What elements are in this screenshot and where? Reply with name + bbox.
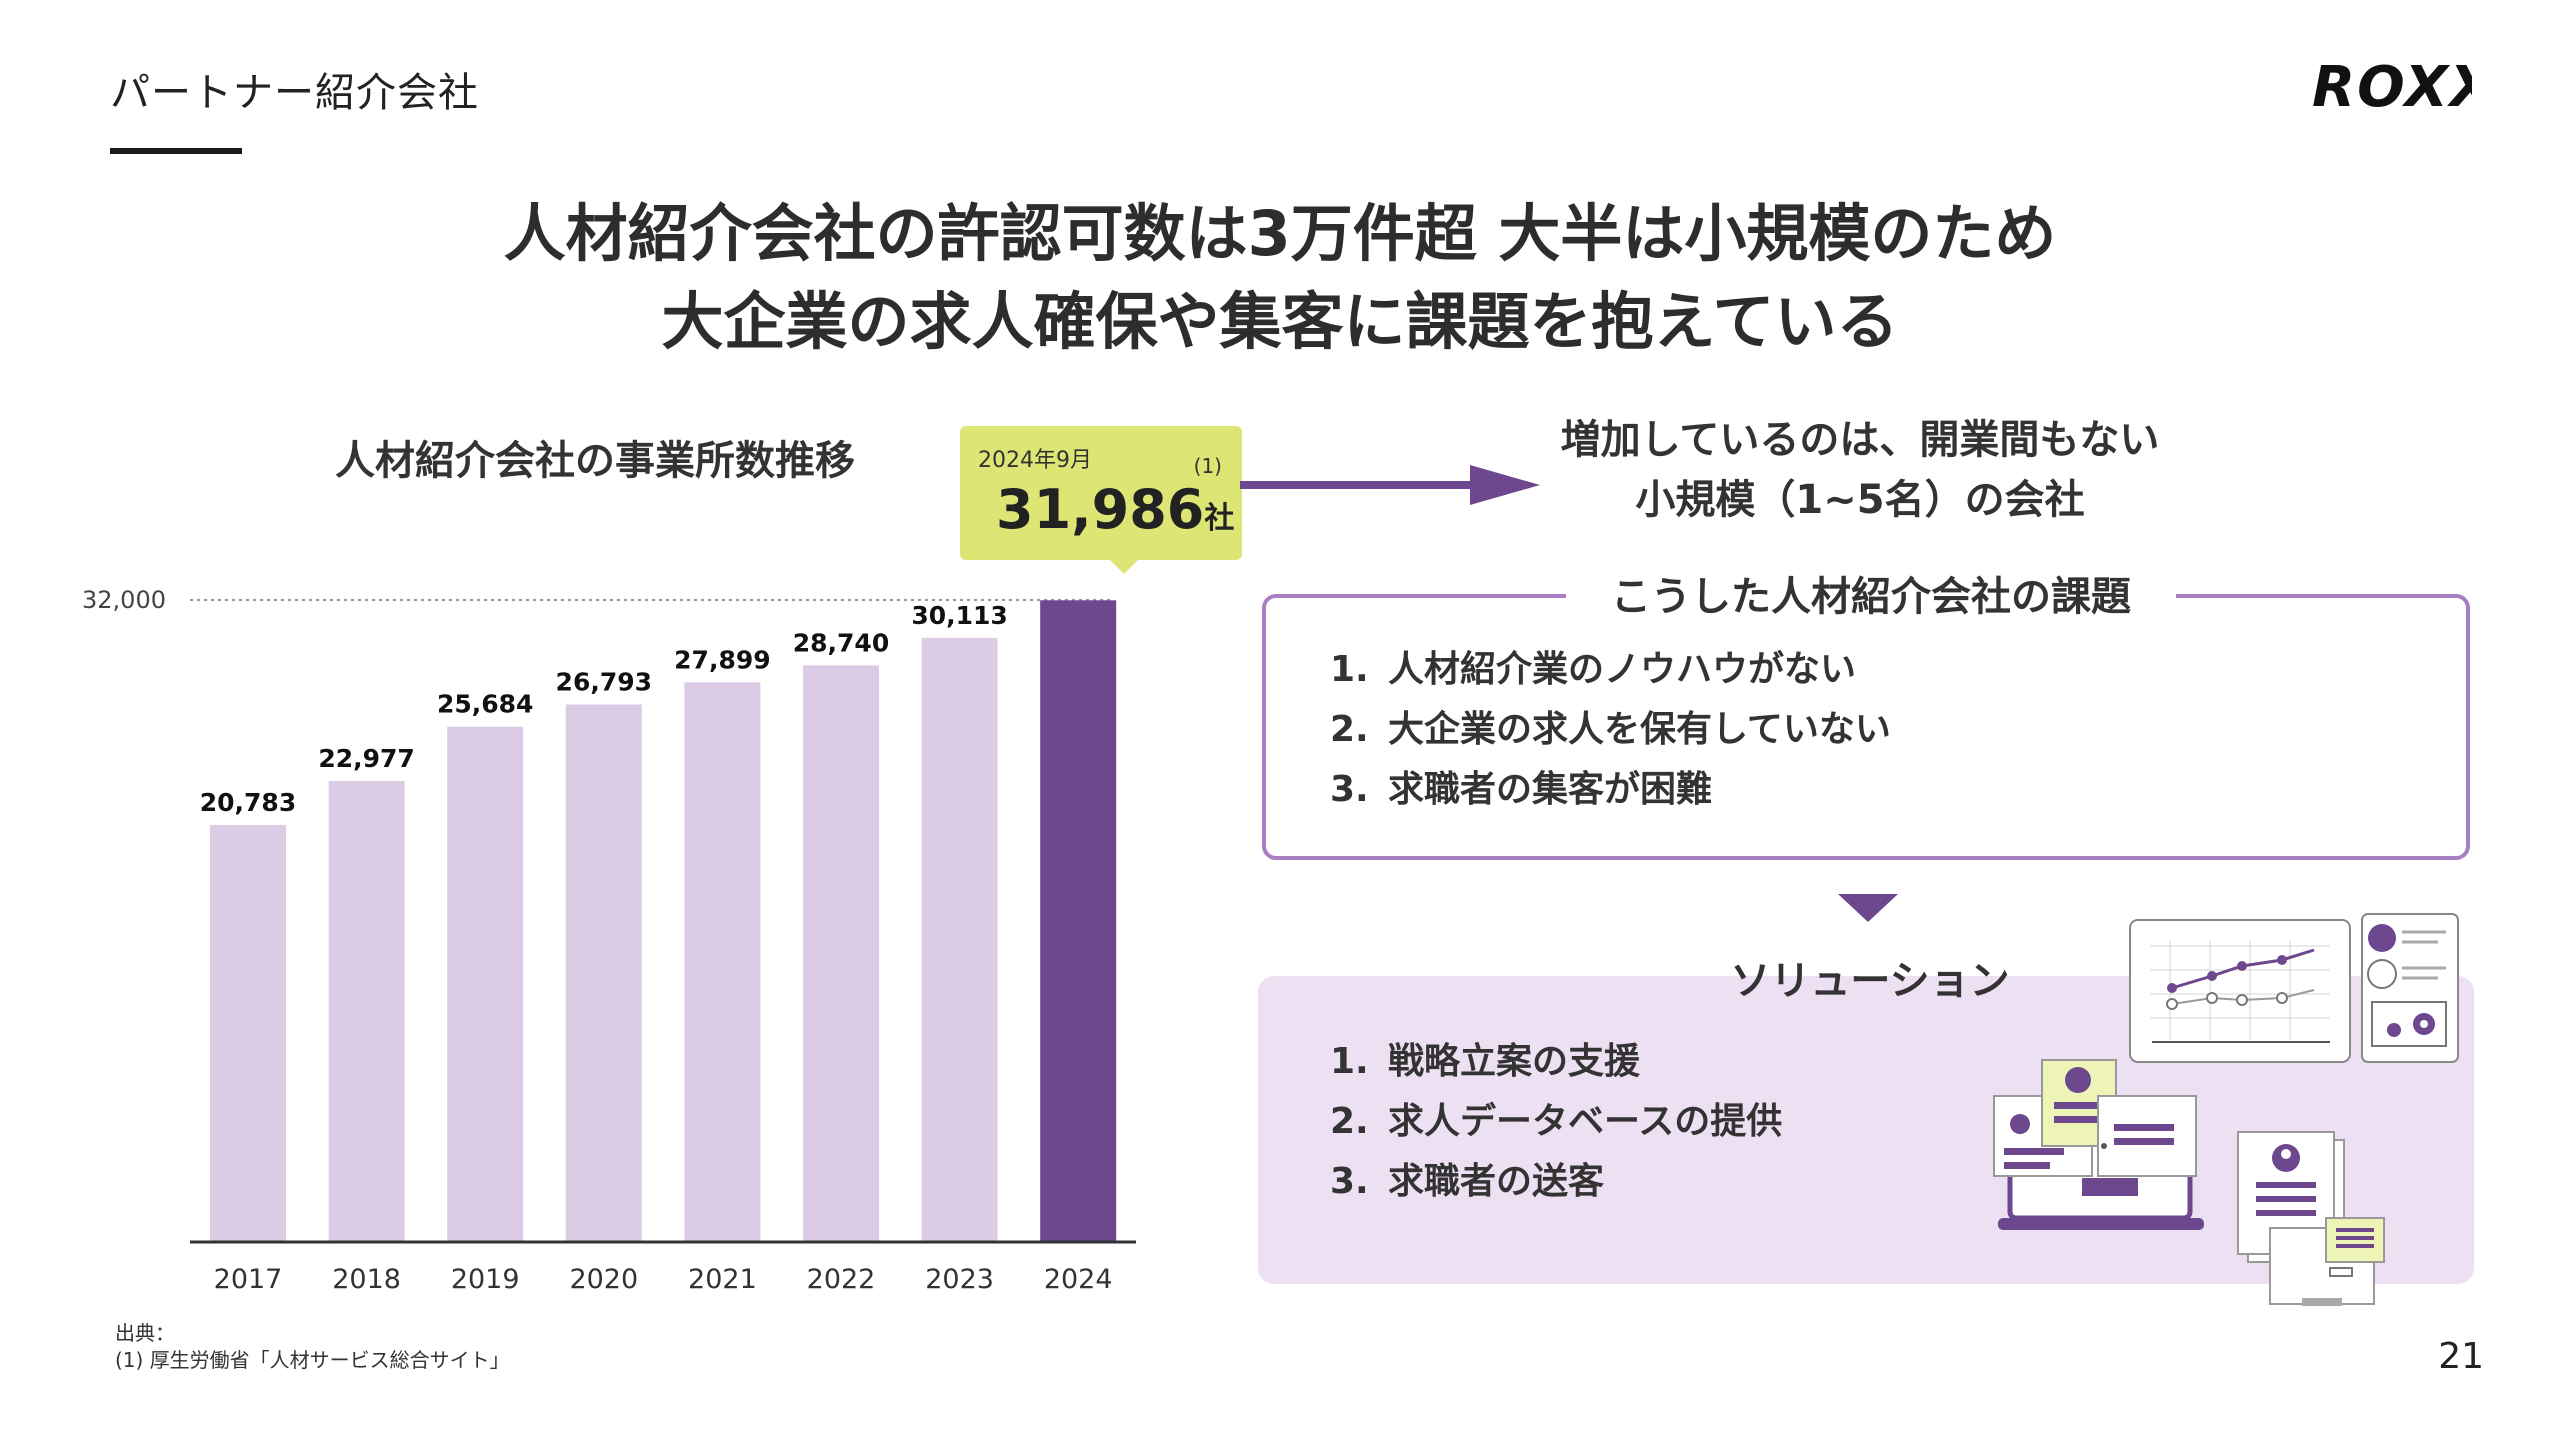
- dashboard-illustration: [1993, 913, 2459, 1306]
- callout-footnote: (1): [1193, 454, 1222, 478]
- bar: [565, 704, 642, 1242]
- source-note: 出典： (1) 厚生労働省「人材サービス総合サイト」: [115, 1320, 510, 1374]
- source-label: 出典：: [115, 1321, 175, 1345]
- callout-box: 2024年9月 (1) 31,986社: [960, 426, 1242, 560]
- issue-number: 3.: [1330, 769, 1369, 810]
- bar-value-label: 28,740: [793, 628, 889, 657]
- increase-note-line-2: 小規模（1~5名）の会社: [1635, 477, 2085, 523]
- right-arrow-icon: [1240, 465, 1540, 505]
- increase-note-line-1: 増加しているのは、開業間もない: [1560, 417, 2160, 463]
- solution-item: 1. 戦略立案の支援: [1330, 1032, 1782, 1092]
- solution-item: 2. 求人データベースの提供: [1330, 1092, 1782, 1152]
- bar-value-label: 25,684: [437, 690, 533, 719]
- x-tick-label: 2022: [807, 1264, 876, 1295]
- laptop-illustration: [1993, 1059, 2204, 1230]
- profile-document-icon: [2237, 1131, 2385, 1306]
- down-triangle-icon: [1838, 894, 1898, 922]
- x-tick-label: 2018: [332, 1264, 401, 1295]
- x-tick-label: 2024: [1044, 1264, 1113, 1295]
- solution-list: 1. 戦略立案の支援 2. 求人データベースの提供 3. 求職者の送客: [1330, 1032, 1782, 1212]
- bar-chart: 32,000 20,783 2017 22,977 2018 25,684 2019 26,7…: [82, 586, 1136, 1295]
- headline: 人材紹介会社の許認可数は3万件超 大半は小規模のため 大企業の求人確保や集客に課…: [0, 190, 2560, 366]
- x-tick-label: 2017: [214, 1264, 283, 1295]
- callout-pointer: [1110, 560, 1138, 574]
- solution-item: 3. 求職者の送客: [1330, 1152, 1782, 1212]
- solution-number: 1.: [1330, 1041, 1369, 1082]
- bar-value-label: 26,793: [556, 667, 652, 696]
- x-tick-label: 2023: [925, 1264, 994, 1295]
- bar: [328, 781, 405, 1242]
- issue-item: 1. 人材紹介業のノウハウがない: [1330, 640, 1891, 700]
- issue-text: 求職者の集客が困難: [1388, 769, 1713, 810]
- x-tick-label: 2021: [688, 1264, 757, 1295]
- callout-value-wrap: 31,986社: [996, 478, 1234, 541]
- x-tick-label: 2020: [569, 1264, 638, 1295]
- settings-card-icon: [2361, 913, 2459, 1063]
- headline-line-1: 人材紹介会社の許認可数は3万件超 大半は小規模のため: [503, 197, 2057, 270]
- roxx-logo: ROXX: [2312, 55, 2472, 118]
- issue-item: 2. 大企業の求人を保有していない: [1330, 700, 1891, 760]
- callout-unit: 社: [1204, 501, 1235, 536]
- logo-text: ROXX: [2312, 55, 2472, 118]
- bar-value-label: 30,113: [911, 601, 1007, 630]
- increase-note: 増加しているのは、開業間もない 小規模（1~5名）の会社: [1460, 410, 2260, 530]
- bar-value-label: 22,977: [318, 744, 414, 773]
- solution-text: 求人データベースの提供: [1388, 1101, 1783, 1142]
- solution-text: 戦略立案の支援: [1388, 1041, 1641, 1082]
- callout-value: 31,986: [996, 478, 1205, 541]
- solution-number: 2.: [1330, 1101, 1369, 1142]
- headline-line-2: 大企業の求人確保や集客に課題を抱えている: [661, 285, 1899, 358]
- bar: [1040, 600, 1117, 1242]
- bar: [447, 726, 524, 1242]
- section-label: パートナー紹介会社: [110, 70, 479, 116]
- bar-value-label: 20,783: [200, 788, 296, 817]
- bar: [684, 682, 761, 1242]
- analytics-screen-icon: [2129, 919, 2351, 1063]
- source-reference: (1) 厚生労働省「人材サービス総合サイト」: [115, 1348, 510, 1372]
- bar: [803, 665, 879, 1242]
- solution-title: ソリューション: [1730, 958, 2010, 1004]
- solution-number: 3.: [1330, 1161, 1369, 1202]
- page-number: 21: [2438, 1336, 2484, 1377]
- section-underline: [110, 148, 242, 154]
- issue-text: 大企業の求人を保有していない: [1388, 709, 1891, 750]
- issue-number: 1.: [1330, 649, 1369, 690]
- callout-date: 2024年9月: [978, 448, 1092, 473]
- reference-line-label: 32,000: [82, 586, 166, 614]
- issues-title: こうした人材紹介会社の課題: [1566, 564, 2176, 622]
- chart-title: 人材紹介会社の事業所数推移: [335, 438, 855, 484]
- bar-value-label: 27,899: [674, 645, 770, 674]
- issues-list: 1. 人材紹介業のノウハウがない 2. 大企業の求人を保有していない 3. 求職者の集…: [1330, 640, 1891, 820]
- bar: [210, 825, 286, 1242]
- issue-text: 人材紹介業のノウハウがない: [1388, 649, 1857, 690]
- bar: [921, 637, 998, 1242]
- issue-number: 2.: [1330, 709, 1369, 750]
- x-tick-label: 2019: [451, 1264, 520, 1295]
- solution-text: 求職者の送客: [1388, 1161, 1605, 1202]
- issue-item: 3. 求職者の集客が困難: [1330, 760, 1891, 820]
